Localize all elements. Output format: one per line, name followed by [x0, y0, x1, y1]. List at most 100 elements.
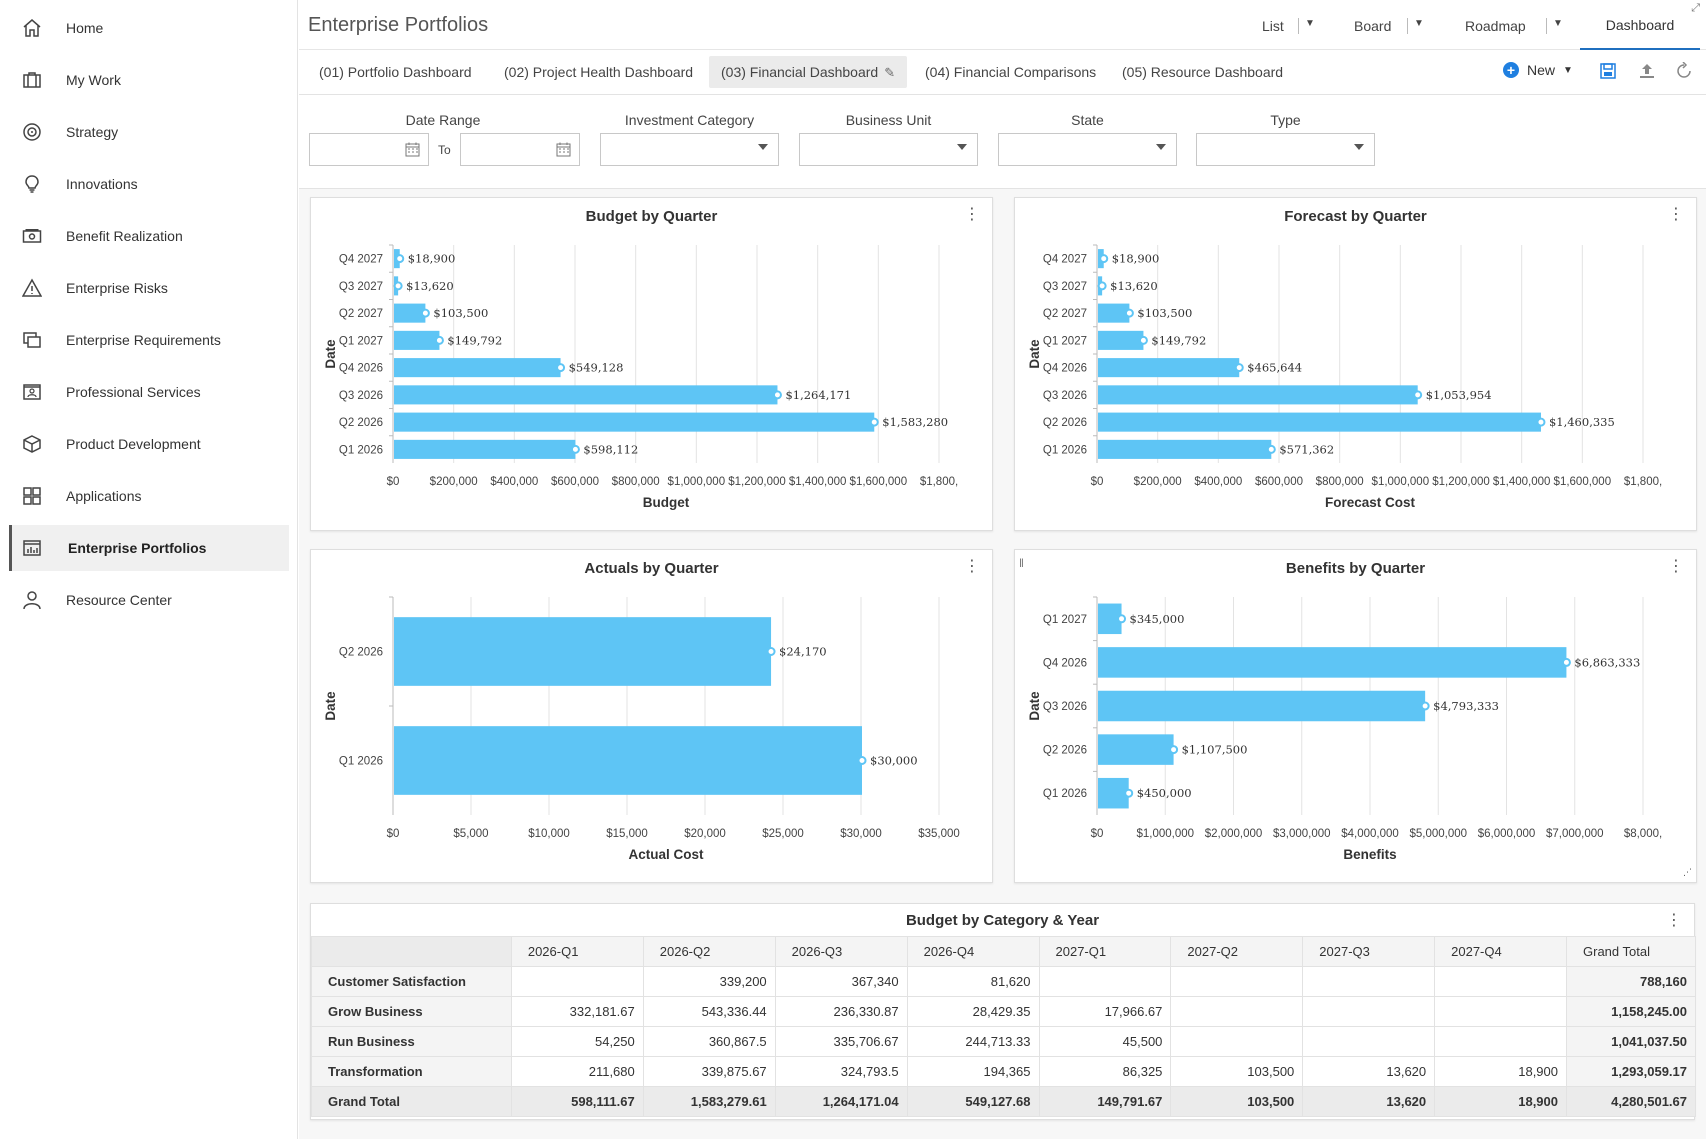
sidebar-item-strategy[interactable]: Strategy — [9, 109, 289, 155]
bar[interactable] — [394, 385, 778, 405]
refresh-icon[interactable] — [1675, 61, 1695, 82]
lightbulb-icon — [21, 173, 43, 195]
bar[interactable] — [394, 439, 576, 459]
y-tick-label: Q3 2026 — [339, 390, 383, 402]
column-header[interactable]: 2026-Q4 — [906, 936, 1040, 967]
sidebar-item-enterprise-risks[interactable]: Enterprise Risks — [9, 265, 289, 311]
sidebar-item-benefit-realization[interactable]: Benefit Realization — [9, 213, 289, 259]
tab-project-health-dashboard[interactable]: (02) Project Health Dashboard — [492, 56, 705, 88]
y-tick-label: Q4 2026 — [339, 363, 383, 375]
sidebar-item-resource-center[interactable]: Resource Center — [9, 577, 289, 623]
bar[interactable] — [394, 303, 426, 323]
forecast-by-quarter-chart: $0 $200,000 $400,000 $600,000 $800,000 $1,000… — [1014, 197, 1697, 531]
more-options-icon[interactable]: ⋮ — [964, 206, 980, 223]
pencil-icon[interactable]: ✎ — [884, 65, 896, 80]
drag-handle-icon[interactable]: ‖ — [1019, 556, 1024, 570]
state-label: State — [1071, 112, 1104, 128]
table-cell — [1302, 966, 1436, 997]
date-to-input[interactable] — [460, 133, 580, 166]
sidebar-item-enterprise-portfolios[interactable]: Enterprise Portfolios — [9, 525, 289, 571]
column-header[interactable]: 2026-Q2 — [642, 936, 776, 967]
bar[interactable] — [1098, 385, 1418, 405]
column-header[interactable]: 2026-Q3 — [774, 936, 908, 967]
date-from-input[interactable] — [309, 133, 429, 166]
bar[interactable] — [1098, 412, 1541, 432]
bar-end-marker — [434, 335, 444, 345]
sidebar-item-applications[interactable]: Applications — [9, 473, 289, 519]
table-cell: 360,867.5 — [642, 1026, 776, 1057]
x-tick-label: $1,400,000 — [789, 476, 847, 488]
view-board[interactable]: Board — [1354, 18, 1392, 34]
sidebar-item-innovations[interactable]: Innovations — [9, 161, 289, 207]
bar[interactable] — [1098, 647, 1567, 678]
bar[interactable] — [1098, 690, 1426, 722]
bar[interactable] — [394, 358, 561, 378]
table-cell: 211,680 — [510, 1056, 644, 1087]
bar[interactable] — [394, 617, 772, 686]
bar[interactable] — [394, 330, 440, 350]
y-tick-label: Q1 2026 — [339, 444, 383, 456]
bar[interactable] — [1098, 303, 1130, 323]
view-list[interactable]: List — [1262, 18, 1284, 34]
bar[interactable] — [1098, 358, 1240, 378]
expand-icon[interactable]: ⤢ — [1691, 2, 1700, 14]
type-select[interactable] — [1196, 133, 1375, 166]
bar[interactable] — [1098, 330, 1144, 350]
column-header[interactable]: 2027-Q3 — [1302, 936, 1436, 967]
bar[interactable] — [394, 412, 875, 432]
y-tick-label: Q2 2026 — [339, 647, 383, 659]
chevron-down-icon[interactable]: ▼ — [1553, 18, 1563, 29]
column-header[interactable]: 2027-Q2 — [1170, 936, 1304, 967]
bar-end-marker — [393, 281, 403, 291]
chevron-down-icon[interactable]: ▼ — [1414, 18, 1424, 29]
bar[interactable] — [394, 726, 862, 795]
upload-icon[interactable] — [1638, 62, 1658, 82]
bar[interactable] — [1098, 734, 1174, 765]
view-dashboard[interactable]: Dashboard — [1580, 0, 1700, 50]
investment-category-select[interactable] — [600, 133, 779, 166]
calendar-icon[interactable] — [556, 142, 571, 160]
row-header: Customer Satisfaction — [311, 966, 512, 997]
column-header[interactable]: 2027-Q1 — [1038, 936, 1172, 967]
tab-resource-dashboard[interactable]: (05) Resource Dashboard — [1110, 56, 1295, 88]
sidebar-item-my-work[interactable]: My Work — [9, 57, 289, 103]
save-icon[interactable] — [1599, 62, 1619, 82]
more-options-icon[interactable]: ⋮ — [964, 558, 980, 575]
bar[interactable] — [1098, 777, 1129, 809]
new-button[interactable]: + New ▼ — [1503, 62, 1573, 78]
tab-portfolio-dashboard[interactable]: (01) Portfolio Dashboard — [307, 56, 484, 88]
sidebar-item-label: My Work — [66, 72, 121, 88]
table-cell — [1170, 996, 1304, 1027]
x-tick-label: $0 — [387, 828, 400, 840]
view-roadmap[interactable]: Roadmap — [1465, 18, 1526, 34]
column-header[interactable]: 2027-Q4 — [1434, 936, 1567, 967]
sidebar-item-label: Product Development — [66, 436, 201, 452]
column-header[interactable]: 2026-Q1 — [510, 936, 644, 967]
sidebar-item-product-development[interactable]: Product Development — [9, 421, 289, 467]
tab-financial-dashboard[interactable]: (03) Financial Dashboard ✎ — [709, 56, 908, 88]
more-options-icon[interactable]: ⋮ — [1666, 912, 1682, 929]
column-header[interactable] — [311, 936, 512, 967]
chevron-down-icon[interactable]: ▼ — [1305, 18, 1315, 29]
data-label: $345,000 — [1130, 612, 1185, 626]
table-cell — [1302, 996, 1436, 1027]
more-options-icon[interactable]: ⋮ — [1668, 558, 1684, 575]
table-row: Grand Total 598,111.67 1,583,279.61 1,264,1… — [311, 1086, 1696, 1117]
sidebar-item-home[interactable]: Home — [9, 5, 289, 51]
sidebar-item-professional-services[interactable]: Professional Services — [9, 369, 289, 415]
more-options-icon[interactable]: ⋮ — [1668, 206, 1684, 223]
bar[interactable] — [1098, 603, 1122, 635]
sidebar-item-enterprise-requirements[interactable]: Enterprise Requirements — [9, 317, 289, 363]
tab-financial-comparisons[interactable]: (04) Financial Comparisons — [913, 56, 1108, 88]
resize-handle-icon[interactable]: ⋰ — [1683, 867, 1692, 877]
calendar-icon[interactable] — [405, 142, 420, 160]
bar[interactable] — [1098, 439, 1272, 459]
chart-canvas: $0 $1,000,000 $2,000,000 $3,000,000 $4,000,0… — [1027, 596, 1662, 862]
briefcase-icon — [21, 69, 43, 91]
column-header[interactable]: Grand Total — [1566, 936, 1696, 967]
table-cell — [1170, 1026, 1304, 1057]
business-unit-select[interactable] — [799, 133, 978, 166]
bar-end-marker — [1138, 335, 1148, 345]
state-select[interactable] — [998, 133, 1177, 166]
bar-end-marker — [772, 390, 782, 400]
